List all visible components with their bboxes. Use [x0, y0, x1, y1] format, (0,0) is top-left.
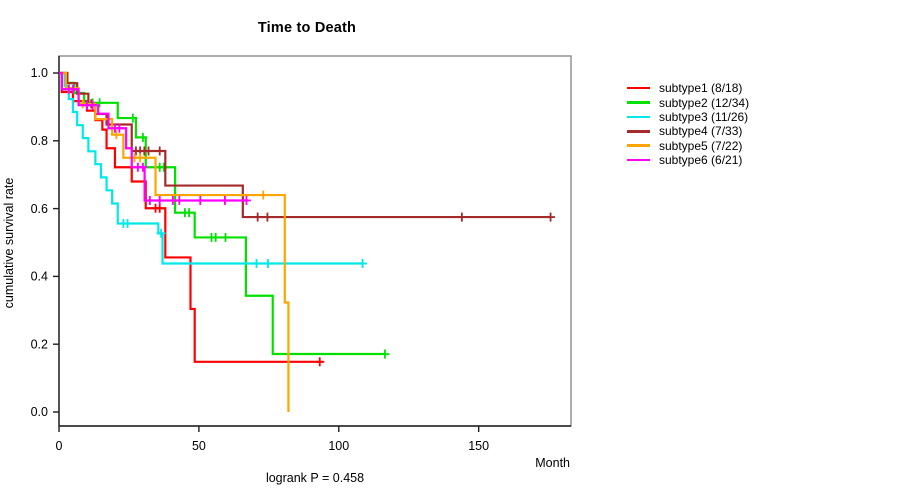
- legend-label-subtype4: subtype4 (7/33): [659, 124, 743, 139]
- x-tick-label: 0: [56, 439, 63, 453]
- x-tick-label: 100: [328, 439, 349, 453]
- y-tick-label: 1.0: [31, 66, 48, 80]
- x-axis-label: Month: [535, 456, 570, 470]
- plot-box: [58, 55, 572, 427]
- legend-label-subtype6: subtype6 (6/21): [659, 153, 743, 168]
- x-tick-label: 50: [192, 439, 206, 453]
- legend-line-swatch-subtype6: [627, 158, 650, 162]
- legend: subtype1 (8/18) subtype2 (12/34) subtype3 …: [627, 81, 749, 167]
- legend-line-swatch-subtype5: [627, 144, 650, 148]
- legend-item-subtype6: subtype6 (6/21): [627, 153, 749, 167]
- y-tick-label: 0.8: [31, 134, 48, 148]
- chart-title: Time to Death: [257, 20, 357, 36]
- legend-item-subtype2: subtype2 (12/34): [627, 95, 750, 110]
- legend-line-swatch-subtype1: [627, 86, 650, 90]
- survival-curve-subtype3: [59, 71, 363, 265]
- legend-item-subtype5: subtype5 (7/22): [627, 139, 749, 153]
- legend-label-subtype5: subtype5 (7/22): [659, 138, 743, 153]
- legend-line-swatch-subtype2: [627, 101, 650, 104]
- legend-item-subtype3: subtype3 (11/26): [627, 110, 749, 124]
- legend-line-swatch-subtype3: [627, 115, 650, 119]
- y-tick-label: 0.4: [31, 270, 48, 284]
- legend-item-subtype1: subtype1 (8/18): [627, 81, 749, 95]
- legend-label-subtype1: subtype1 (8/18): [659, 81, 743, 96]
- x-tick-label: 150: [468, 439, 489, 453]
- legend-line-swatch-subtype4: [627, 130, 650, 133]
- y-tick-label: 0.6: [31, 202, 48, 216]
- survival-curve-subtype1: [59, 71, 324, 363]
- survival-curve-subtype4: [59, 71, 552, 219]
- legend-item-subtype4: subtype4 (7/33): [627, 124, 749, 138]
- y-tick-label: 0.0: [31, 405, 48, 419]
- y-tick-label: 0.2: [31, 337, 48, 351]
- legend-label-subtype2: subtype2 (12/34): [659, 95, 750, 110]
- logrank-p-value: logrank P = 0.458: [265, 471, 365, 485]
- legend-label-subtype3: subtype3 (11/26): [659, 109, 749, 124]
- survival-curve-subtype6: [59, 71, 248, 202]
